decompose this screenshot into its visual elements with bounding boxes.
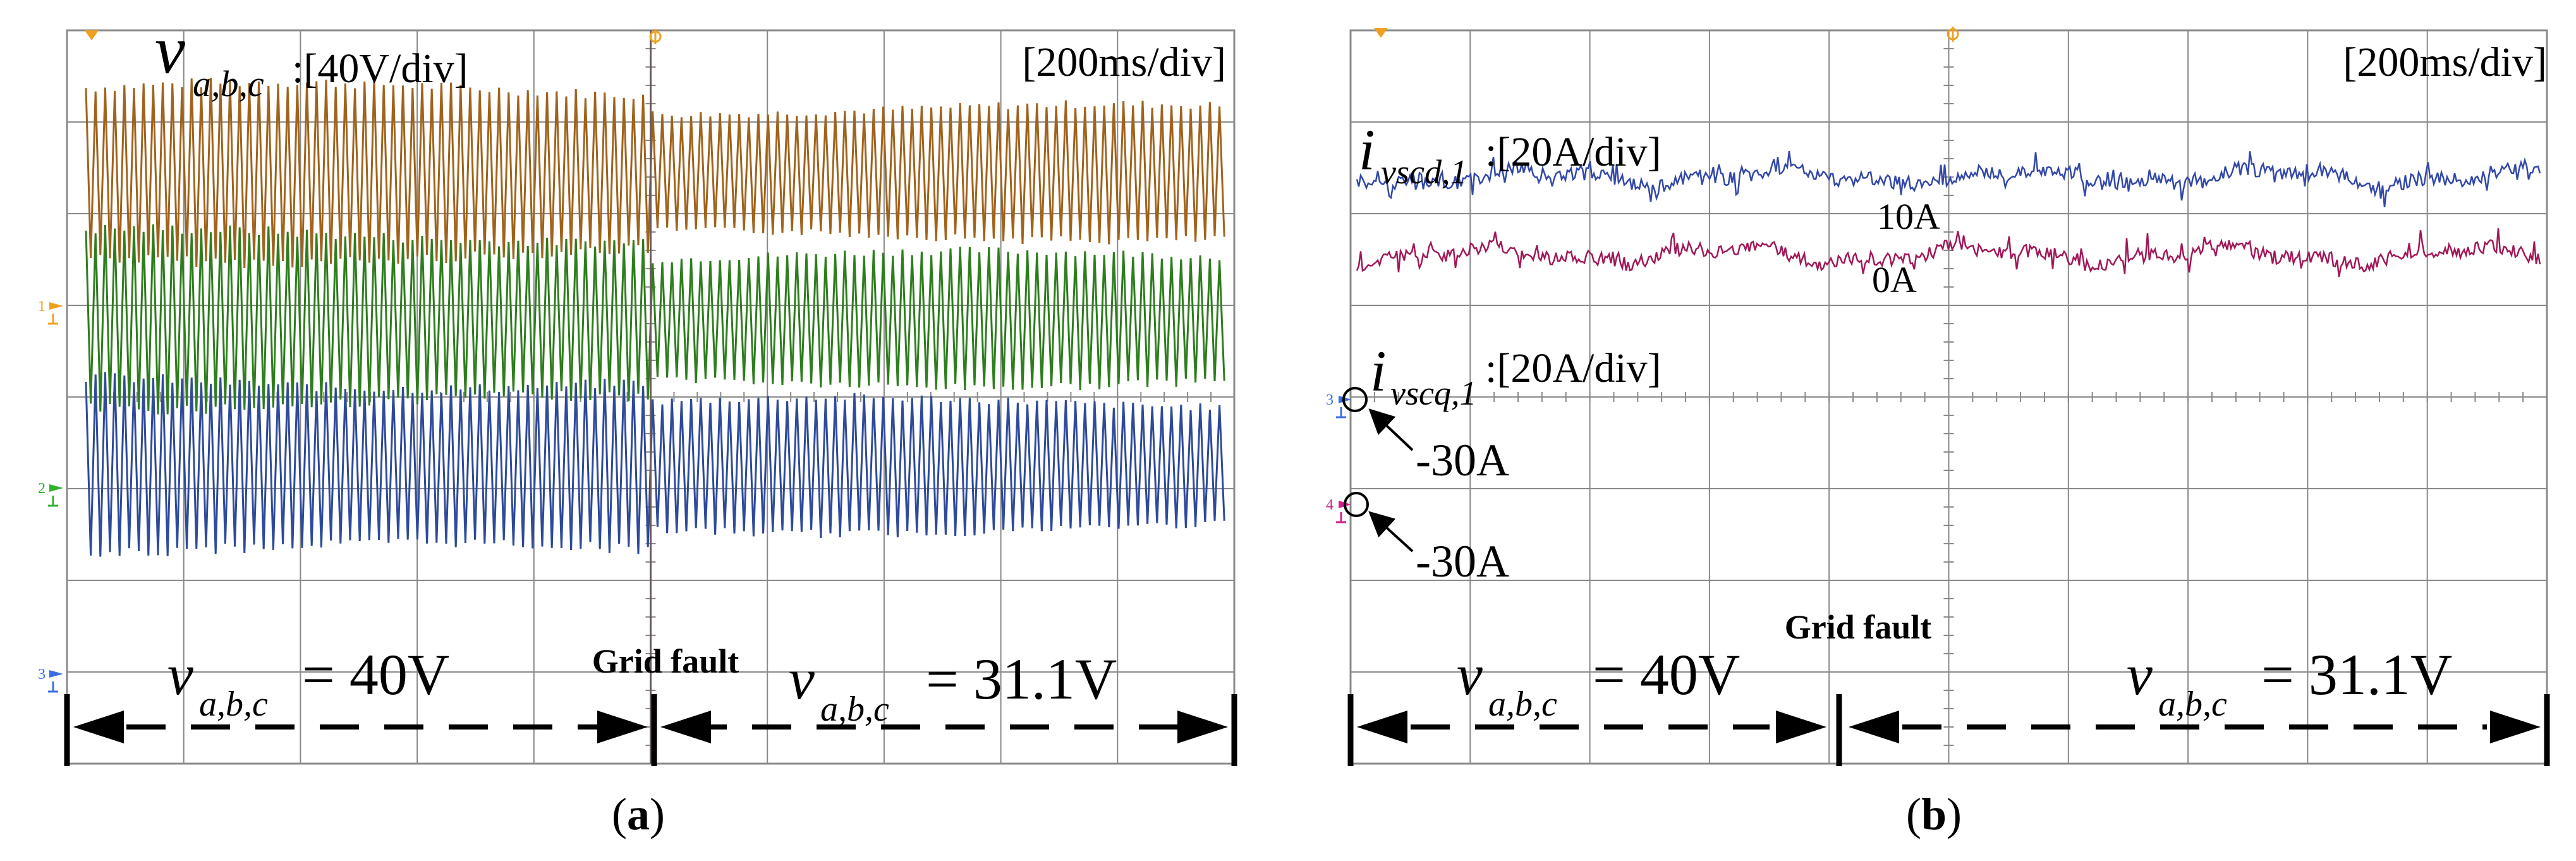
svg-text:1: 1 (38, 298, 46, 315)
svg-text:= 31.1V: = 31.1V (2261, 642, 2452, 707)
panel-b-channel-3-marker: 3 -30A (1326, 387, 1509, 485)
svg-text:= 40V: = 40V (1593, 642, 1740, 707)
panel-b-iq-scale-label: i vscq,1 :[20A/div] (1370, 339, 1662, 412)
svg-text:= 31.1V: = 31.1V (926, 647, 1117, 711)
svg-text:3: 3 (38, 666, 46, 683)
panel-a-pre-fault-label: v a,b,c = 40V (167, 642, 449, 724)
svg-text:v: v (167, 642, 193, 707)
svg-text:v: v (789, 647, 815, 711)
svg-text::[40V/div]: :[40V/div] (292, 46, 468, 92)
svg-text:a,b,c: a,b,c (193, 63, 264, 104)
svg-text:3: 3 (1326, 392, 1334, 408)
panel-b-id-scale-label: i vscd,1 :[20A/div] (1359, 118, 1662, 191)
panel-b-post-fault-label: v a,b,c = 31.1V (2127, 642, 2452, 724)
panel-a-traces (85, 30, 1225, 764)
panel-a-time-scale-label: [200ms/div] (1022, 39, 1226, 85)
panel-a-trace-v-c (85, 372, 1225, 557)
svg-text:i: i (1359, 118, 1375, 182)
panel-b-pre-fault-label: v a,b,c = 40V (1457, 642, 1740, 724)
panel-b-fault-trigger-icon (1947, 27, 1959, 42)
panel-b-caption: (b) (1906, 789, 1962, 840)
panel-a-trace-v-a (85, 78, 1225, 268)
panel-b-time-scale-label: [200ms/div] (2343, 39, 2547, 85)
panel-b-traces (1356, 150, 2541, 278)
svg-text::[20A/div]: :[20A/div] (1485, 129, 1662, 175)
panel-a: 1 2 3 v a,b,c :[40V/div] [200ms/div] Gri… (38, 13, 1237, 840)
panel-a-post-fault-label: v a,b,c = 31.1V (789, 647, 1117, 729)
svg-text:vscq,1: vscq,1 (1390, 374, 1476, 412)
svg-text:-30A: -30A (1416, 536, 1509, 587)
svg-text:vscd,1: vscd,1 (1381, 153, 1467, 191)
panel-a-period-arrows (64, 694, 1237, 766)
svg-text:a,b,c: a,b,c (1488, 685, 1557, 724)
panel-a-channel-2-marker: 2 (38, 480, 63, 507)
panel-b-grid (1349, 29, 2548, 765)
panel-b-0a-level-label: 0A (1872, 259, 1917, 300)
panel-a-voltage-scale-label: v a,b,c :[40V/div] (155, 13, 468, 104)
svg-text::[20A/div]: :[20A/div] (1485, 345, 1662, 391)
panel-a-fault-trigger-icon (649, 29, 662, 44)
panel-b-trace-id (1356, 150, 2541, 207)
panel-b-period-arrows (1347, 694, 2550, 766)
svg-text:= 40V: = 40V (302, 642, 449, 707)
panel-a-channel-1-marker: 1 (38, 298, 63, 325)
panel-b-trace-iq (1356, 228, 2541, 278)
svg-text:v: v (1457, 642, 1483, 707)
panel-b-grid-fault-label: Grid fault (1785, 608, 1932, 646)
svg-text:a,b,c: a,b,c (199, 685, 268, 724)
svg-text:2: 2 (38, 480, 46, 497)
panel-a-grid-fault-label: Grid fault (592, 642, 739, 680)
panel-b: [200ms/div] i vscd,1 :[20A/div] 10A 0A i… (1326, 27, 2550, 840)
svg-text:a,b,c: a,b,c (820, 690, 889, 729)
svg-text:i: i (1370, 339, 1387, 403)
svg-text:4: 4 (1326, 497, 1334, 513)
svg-text:a,b,c: a,b,c (2158, 685, 2227, 724)
panel-b-channel-4-marker: 4 -30A (1326, 492, 1509, 587)
svg-text:v: v (2127, 642, 2153, 707)
panel-a-channel-3-marker: 3 (38, 666, 63, 693)
panel-a-caption: (a) (612, 789, 665, 840)
panel-a-trace-v-b (85, 224, 1225, 415)
panel-b-trigger-marker (1374, 28, 1388, 38)
panel-a-trigger-marker (85, 30, 99, 40)
panel-b-10a-level-label: 10A (1877, 196, 1940, 237)
svg-text:v: v (155, 13, 185, 88)
svg-text:-30A: -30A (1416, 435, 1509, 485)
